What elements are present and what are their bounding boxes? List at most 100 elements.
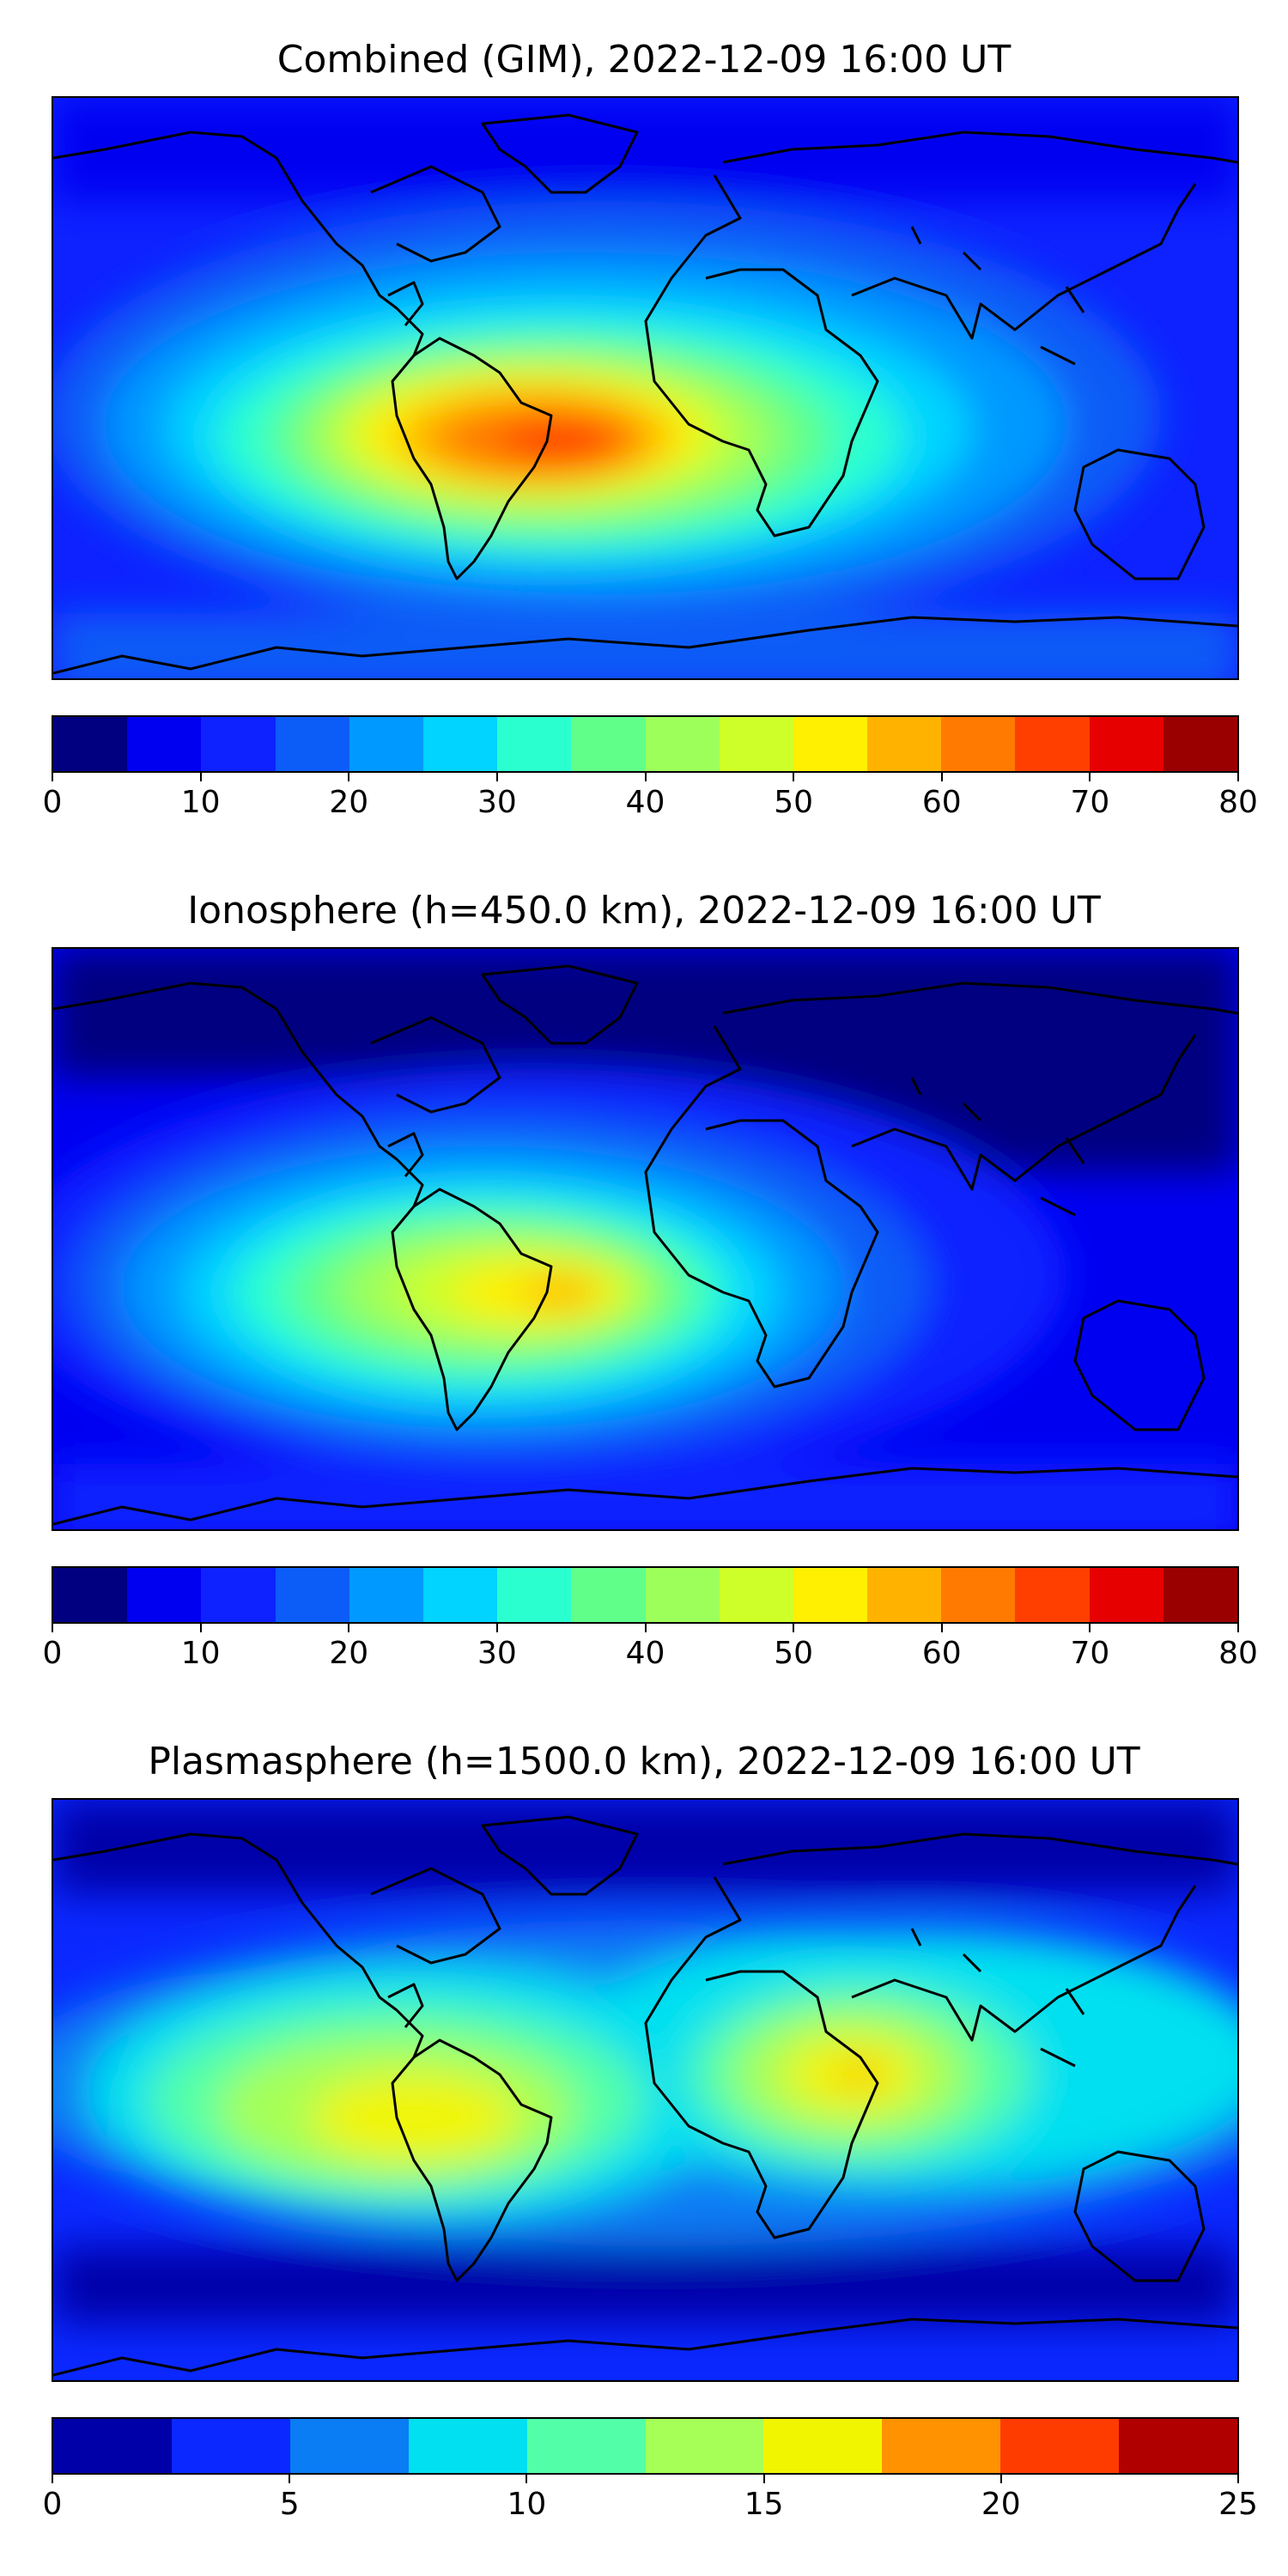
colorbar-tick-label: 25	[1218, 2487, 1258, 2522]
colorbar-tick-label: 60	[921, 1636, 962, 1671]
colorbar-segment	[645, 1568, 720, 1622]
colorbar-segment	[275, 717, 349, 771]
colorbar-segment	[645, 717, 720, 771]
colorbar-tick	[52, 1624, 53, 1632]
colorbar-segment	[53, 1568, 128, 1622]
colorbar-segment	[127, 1568, 202, 1622]
colorbar-tick	[199, 773, 202, 781]
colorbar-tick	[495, 1624, 498, 1632]
colorbar-tick	[940, 1624, 943, 1632]
colorbar-tick	[348, 773, 350, 781]
colorbar-segment	[1089, 1568, 1163, 1622]
colorbar-segment	[1119, 2419, 1238, 2473]
colorbar-segment	[571, 717, 646, 771]
panel-2-title: Ionosphere (h=450.0 km), 2022-12-09 16:0…	[187, 889, 1101, 933]
colorbar-segment	[289, 2419, 409, 2473]
panel-3-colorbar-ticks: 0 5 10 15 20 25	[43, 2475, 1258, 2526]
panel-2-map	[52, 947, 1239, 1531]
colorbar-segment	[349, 1568, 423, 1622]
panel-1-colorbar	[52, 715, 1239, 773]
colorbar-segment	[1089, 717, 1163, 771]
colorbar-segment	[793, 1568, 868, 1622]
panel-1-map	[52, 96, 1239, 680]
colorbar-segment	[53, 2419, 172, 2473]
colorbar-segment	[571, 1568, 646, 1622]
colorbar-tick-label: 50	[774, 1636, 814, 1671]
panel-3-title: Plasmasphere (h=1500.0 km), 2022-12-09 1…	[148, 1740, 1140, 1783]
panel-1-title: Combined (GIM), 2022-12-09 16:00 UT	[276, 38, 1012, 82]
colorbar-segment	[882, 2419, 1001, 2473]
colorbar-tick-label: 70	[1070, 785, 1110, 820]
colorbar-tick-label: 60	[921, 785, 962, 820]
colorbar-tick	[495, 773, 498, 781]
panel-1-colorbar-ticks: 0 10 20 30 40 50 60 70 80	[43, 773, 1258, 824]
colorbar-segment	[1163, 1568, 1237, 1622]
panel-3-colorbar	[52, 2417, 1239, 2475]
colorbar-segment	[171, 2419, 290, 2473]
colorbar-segment	[1015, 1568, 1090, 1622]
colorbar-tick	[644, 1624, 647, 1632]
colorbar-segment	[526, 2419, 646, 2473]
colorbar-segment	[422, 1568, 498, 1622]
colorbar-segment	[867, 717, 942, 771]
colorbar-tick-label: 20	[329, 1636, 369, 1671]
colorbar-segment	[201, 1568, 276, 1622]
colorbar-tick-label: 70	[1070, 1636, 1110, 1671]
colorbar-tick-label: 20	[981, 2487, 1021, 2522]
colorbar-tick	[644, 773, 647, 781]
colorbar-tick-label: 50	[774, 785, 814, 820]
colorbar-segment	[127, 717, 202, 771]
colorbar-tick-label: 0	[42, 785, 63, 820]
colorbar-segment	[497, 717, 572, 771]
colorbar-segment	[867, 1568, 942, 1622]
colorbar-tick	[52, 773, 53, 781]
colorbar-tick-label: 30	[477, 785, 517, 820]
colorbar-tick	[1089, 1624, 1091, 1632]
colorbar-tick-label: 40	[625, 785, 665, 820]
colorbar-tick-label: 20	[329, 785, 369, 820]
colorbar-segment	[719, 717, 793, 771]
colorbar-segment	[201, 717, 276, 771]
colorbar-tick	[526, 2475, 528, 2483]
colorbar-tick	[348, 1624, 350, 1632]
panel-2-colorbar-ticks: 0 10 20 30 40 50 60 70 80	[43, 1624, 1258, 1675]
colorbar-tick-label: 10	[180, 785, 221, 820]
colorbar-tick	[793, 773, 795, 781]
colorbar-tick	[940, 773, 943, 781]
colorbar-segment	[497, 1568, 572, 1622]
colorbar-tick-label: 80	[1218, 785, 1258, 820]
colorbar-tick-label: 5	[279, 2487, 300, 2522]
colorbar-segment	[719, 1568, 793, 1622]
colorbar-tick	[1237, 773, 1239, 781]
colorbar-tick	[52, 2475, 53, 2483]
colorbar-tick	[289, 2475, 291, 2483]
colorbar-tick	[793, 1624, 795, 1632]
colorbar-segment	[763, 2419, 883, 2473]
colorbar-tick-label: 0	[42, 1636, 63, 1671]
colorbar-segment	[275, 1568, 349, 1622]
colorbar-tick	[199, 1624, 202, 1632]
colorbar-segment	[349, 717, 423, 771]
colorbar-tick	[1089, 773, 1091, 781]
colorbar-segment	[1163, 717, 1237, 771]
colorbar-segment	[422, 717, 498, 771]
colorbar-tick-label: 10	[180, 1636, 221, 1671]
colorbar-tick	[1237, 2475, 1239, 2483]
colorbar-tick	[999, 2475, 1002, 2483]
colorbar-segment	[1000, 2419, 1120, 2473]
colorbar-segment	[53, 717, 128, 771]
colorbar-segment	[408, 2419, 527, 2473]
colorbar-segment	[941, 1568, 1016, 1622]
colorbar-tick-label: 40	[625, 1636, 665, 1671]
colorbar-segment	[793, 717, 868, 771]
colorbar-tick-label: 10	[507, 2487, 547, 2522]
colorbar-tick-label: 15	[744, 2487, 784, 2522]
colorbar-segment	[1015, 717, 1090, 771]
colorbar-tick	[762, 2475, 765, 2483]
colorbar-tick-label: 30	[477, 1636, 517, 1671]
colorbar-segment	[645, 2419, 764, 2473]
panel-3-map	[52, 1798, 1239, 2382]
panel-2-colorbar	[52, 1566, 1239, 1624]
colorbar-tick-label: 80	[1218, 1636, 1258, 1671]
colorbar-tick-label: 0	[42, 2487, 63, 2522]
